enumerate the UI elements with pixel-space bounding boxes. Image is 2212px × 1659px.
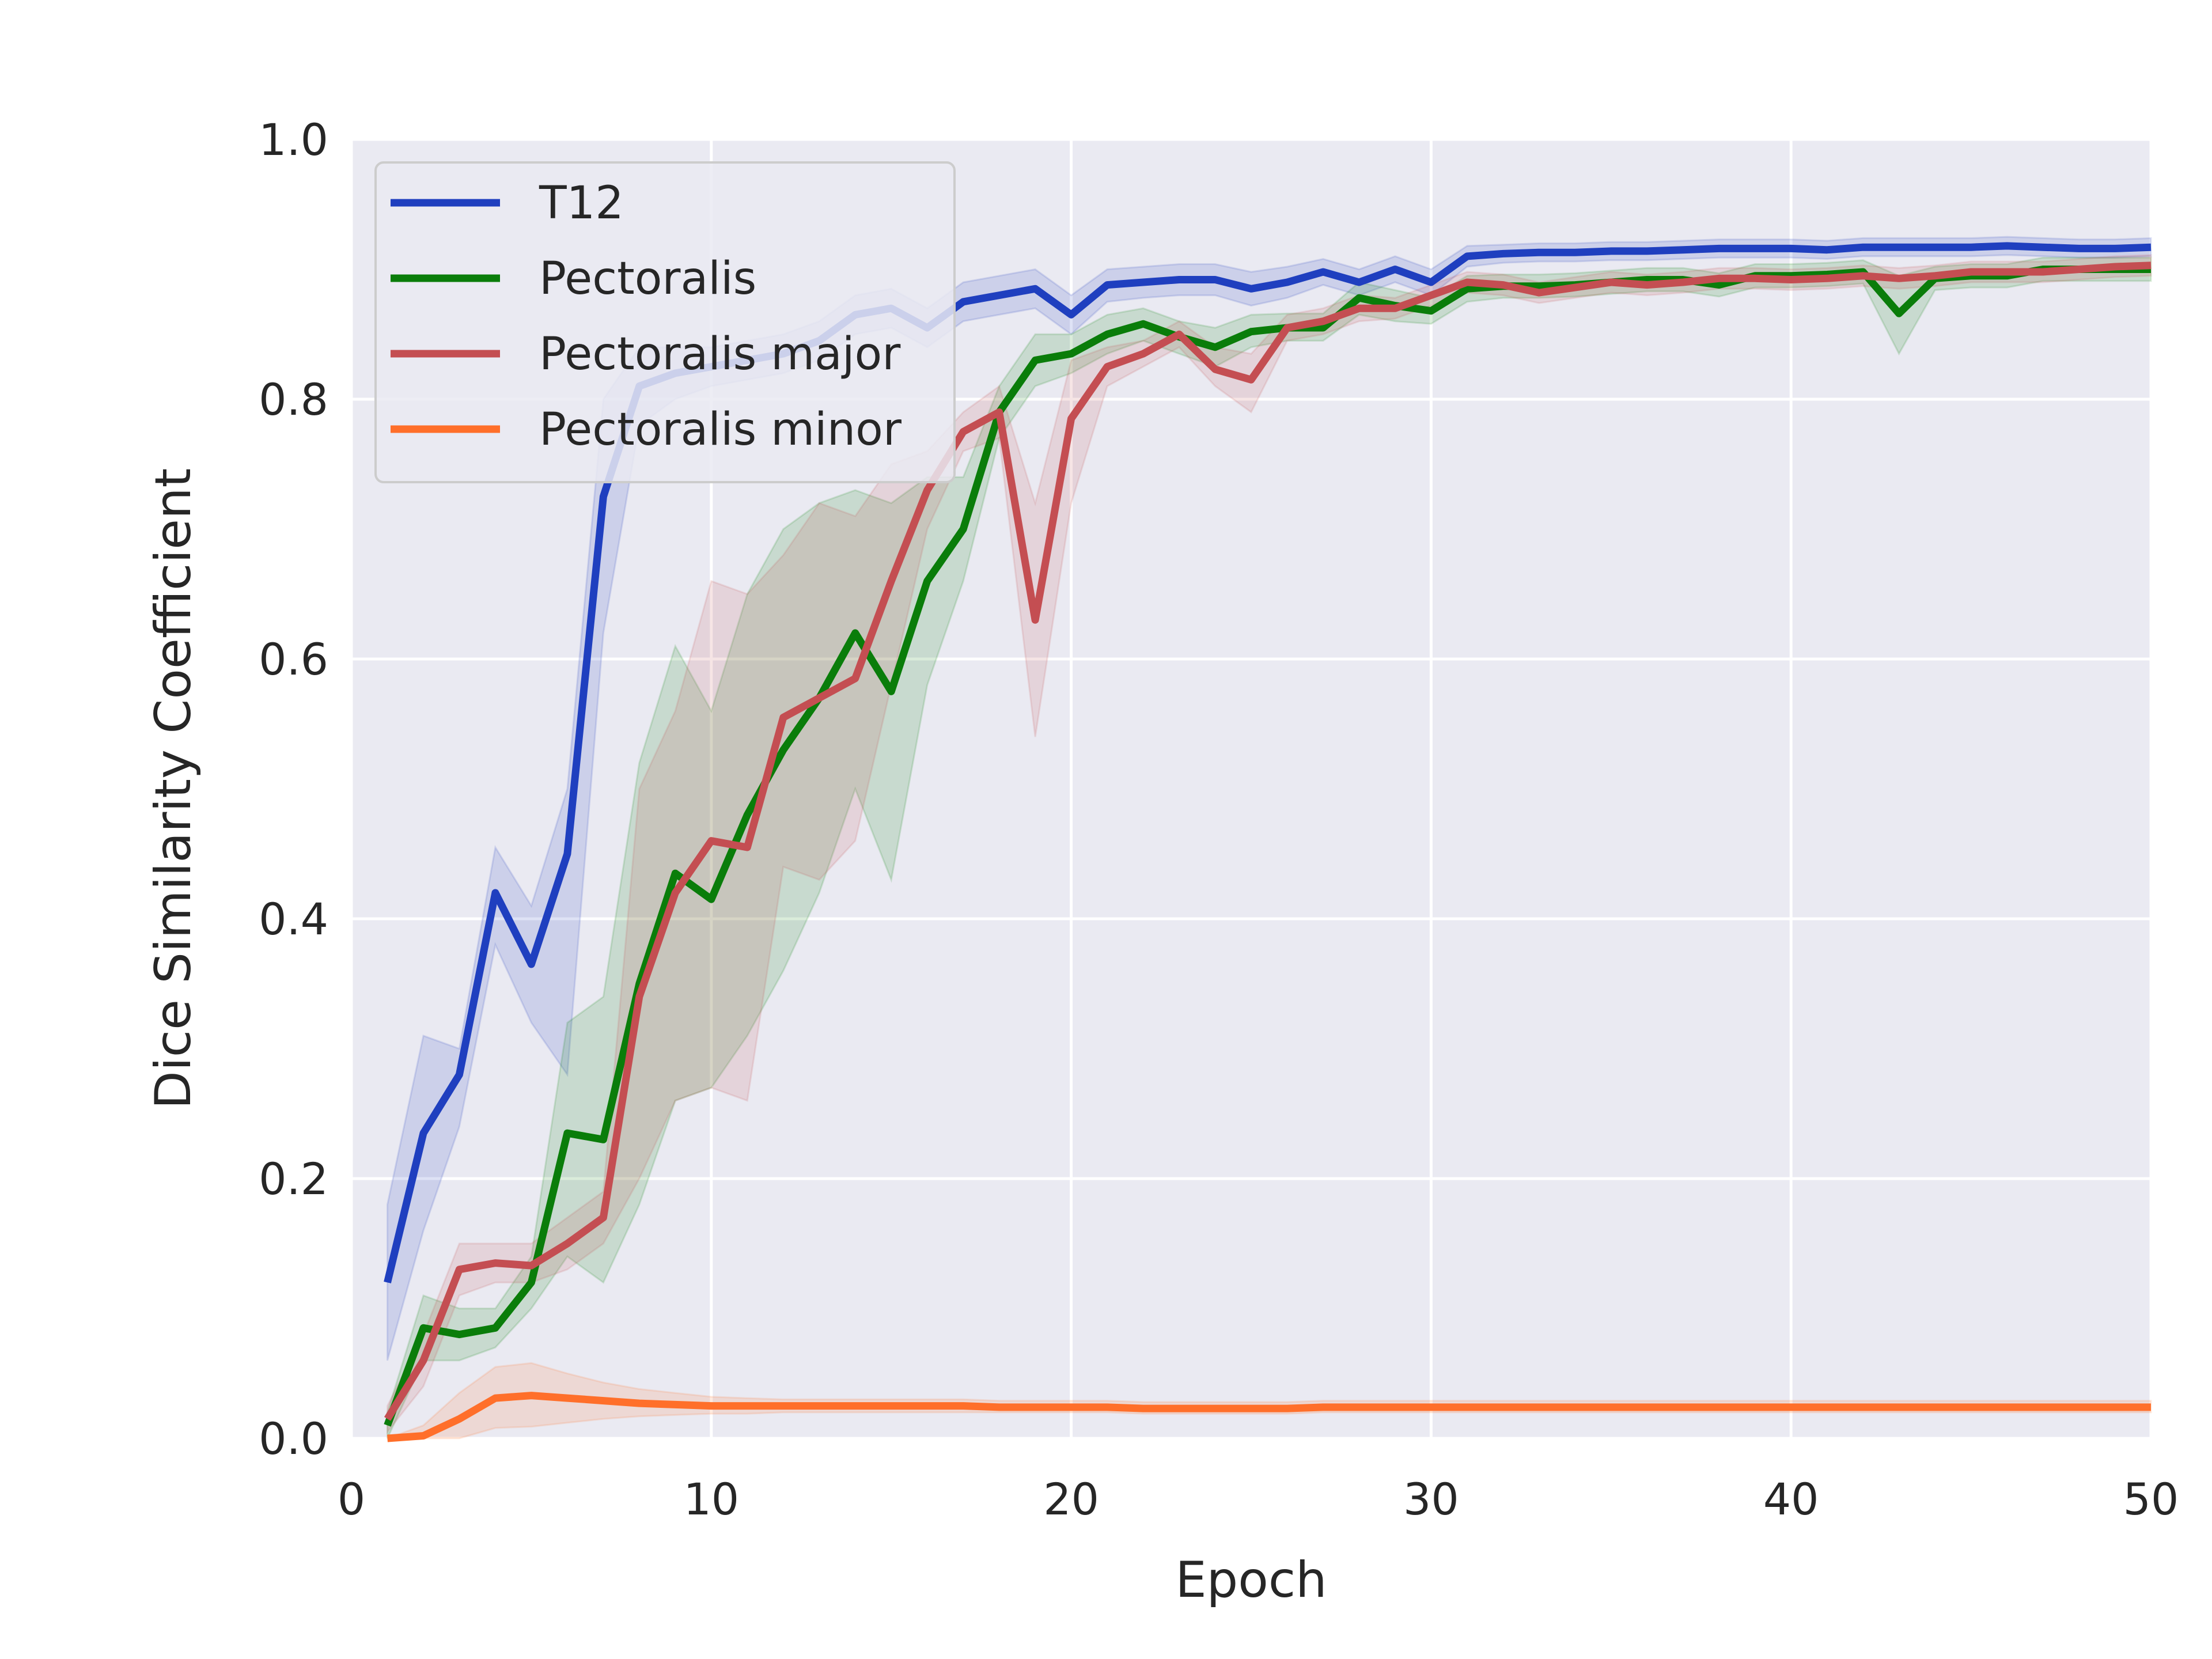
pectoralis-major-legend-label: Pectoralis major (539, 328, 901, 380)
t12-legend-label: T12 (539, 177, 624, 229)
y-tick-label: 0.6 (259, 634, 328, 685)
legend-box (374, 161, 956, 483)
y-tick-label: 0.0 (259, 1413, 328, 1464)
x-tick-label: 30 (1403, 1474, 1459, 1525)
x-tick-label: 40 (1763, 1474, 1819, 1525)
x-axis-ticks: 0 10 20 30 40 50 (338, 1474, 2179, 1525)
x-tick-label: 0 (338, 1474, 365, 1525)
y-axis-title: Dice Similarity Coefficient (145, 468, 202, 1109)
x-tick-label: 50 (2123, 1474, 2179, 1525)
x-axis-title: Epoch (1175, 1551, 1327, 1609)
y-tick-label: 1.0 (259, 114, 328, 165)
x-tick-label: 10 (683, 1474, 739, 1525)
legend-entries: T12 Pectoralis Pectoralis major Pectoralis … (391, 177, 902, 456)
pectoralis-minor-legend-label: Pectoralis minor (539, 404, 902, 456)
y-tick-label: 0.8 (259, 374, 328, 425)
legend: T12 Pectoralis Pectoralis major Pectoralis … (374, 161, 956, 483)
pectoralis-legend-label: Pectoralis (539, 253, 756, 305)
y-axis-ticks: 0.0 0.2 0.4 0.6 0.8 1.0 (259, 114, 328, 1464)
x-tick-label: 20 (1043, 1474, 1099, 1525)
y-tick-label: 0.2 (259, 1153, 328, 1205)
pectoralis-minor-line (387, 1392, 2151, 1442)
pectoralis-major-line (384, 262, 2152, 1421)
y-tick-label: 0.4 (259, 893, 328, 945)
